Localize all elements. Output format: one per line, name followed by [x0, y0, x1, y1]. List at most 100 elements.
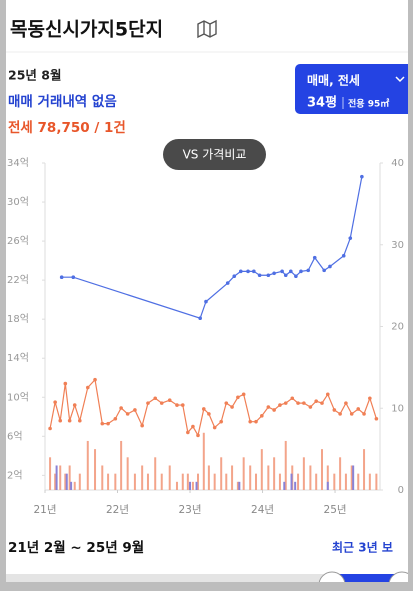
volume-bar — [49, 457, 52, 490]
app-view: 목동신시가지5단지 25년 8월 매매 거래내역 없음 전세 78,750 / … — [6, 19, 408, 582]
price-point — [236, 395, 240, 400]
price-point — [312, 255, 317, 260]
volume-bar — [141, 465, 144, 490]
price-point — [325, 392, 330, 397]
volume-bar — [207, 465, 210, 490]
price-point — [338, 412, 342, 416]
button-bg — [163, 139, 266, 170]
volume-bar — [315, 473, 318, 490]
volume-bar — [101, 465, 104, 490]
volume-bar — [120, 440, 123, 490]
y-tick-label: 10억 — [7, 391, 29, 403]
price-point — [294, 274, 298, 279]
volume-bar — [297, 473, 300, 490]
selector-area: 전용 95㎡ — [348, 98, 389, 110]
volume-bar — [70, 481, 73, 490]
volume-bar — [186, 473, 189, 490]
price-point — [320, 401, 324, 405]
volume-bar — [309, 465, 312, 490]
price-point — [272, 408, 276, 412]
volume-bar — [73, 481, 76, 490]
price-point — [374, 416, 379, 421]
compare-button[interactable]: VS 가격비교 — [163, 139, 266, 170]
x-tick-label: 22년 — [106, 504, 129, 516]
price-point — [159, 401, 164, 405]
price-point — [290, 396, 295, 401]
volume-bar — [352, 465, 355, 490]
price-point — [362, 412, 366, 416]
deal-selector[interactable]: 매매, 전세 34평 전용 95㎡ — [295, 64, 408, 114]
price-point — [212, 425, 217, 430]
price-point — [332, 408, 337, 412]
volume-bar — [267, 465, 270, 490]
volume-bar — [236, 481, 239, 490]
volume-bar — [278, 473, 281, 490]
page-title: 목동신시가지5단지 — [10, 19, 163, 41]
map-icon[interactable] — [197, 19, 217, 39]
button-label: VS 가격비교 — [183, 148, 247, 162]
price-point — [308, 405, 313, 409]
price-point — [58, 418, 63, 423]
price-point — [266, 405, 271, 409]
price-point — [296, 401, 300, 405]
price-point — [260, 414, 264, 418]
volume-bar — [273, 457, 276, 490]
period-range: 21년 2월 ~ 25년 9월 — [8, 539, 144, 556]
volume-bar — [59, 465, 62, 490]
summary-sale: 매매 거래내역 없음 — [8, 93, 117, 110]
price-point — [248, 419, 253, 424]
volume-bar — [54, 473, 57, 490]
y2-tick-label: 30 — [391, 240, 404, 251]
price-point — [322, 268, 326, 273]
price-point — [230, 405, 234, 409]
price-point — [119, 406, 123, 410]
volume-bar — [168, 465, 171, 490]
volume-bar — [65, 473, 68, 490]
volume-bar — [94, 449, 97, 490]
price-point — [201, 407, 206, 411]
y-tick-label: 26억 — [7, 235, 29, 247]
volume-bar — [350, 465, 353, 490]
volume-bar — [260, 449, 263, 490]
price-point — [59, 275, 64, 280]
price-point — [180, 403, 185, 407]
volume-bar — [339, 457, 342, 490]
price-point — [191, 424, 195, 429]
price-point — [246, 269, 250, 274]
y-tick-label: 18억 — [7, 313, 29, 325]
summary-jeonse: 전세 78,750 / 1건 — [8, 119, 126, 136]
map-icon-shape — [197, 19, 217, 39]
y2-tick-label: 20 — [391, 322, 404, 333]
selector-size: 34평 — [307, 95, 337, 111]
price-point — [175, 403, 179, 407]
price-point — [278, 403, 282, 407]
price-point — [219, 419, 224, 424]
price-point — [302, 401, 306, 405]
price-point — [344, 401, 348, 405]
price-point — [106, 421, 110, 426]
price-point — [133, 408, 137, 412]
price-point — [153, 396, 158, 401]
x-tick-label: 23년 — [179, 504, 202, 516]
price-point — [167, 398, 172, 402]
price-point — [196, 433, 200, 438]
volume-bar — [363, 449, 366, 490]
slider-knob[interactable] — [318, 571, 346, 582]
range-slider[interactable] — [6, 571, 408, 582]
price-point — [198, 316, 202, 321]
price-point — [100, 421, 105, 426]
volume-bar — [290, 473, 293, 490]
price-point — [283, 273, 288, 278]
price-point — [146, 401, 150, 405]
volume-bar — [220, 457, 223, 490]
price-point — [232, 274, 237, 279]
price-point — [306, 268, 311, 273]
slider-knob[interactable] — [388, 571, 408, 582]
period-preset[interactable]: 최근 3년 보 — [332, 540, 393, 555]
price-point — [272, 271, 276, 276]
summary-month: 25년 8월 — [8, 68, 61, 83]
volume-bar — [154, 457, 157, 490]
volume-bar — [333, 473, 336, 490]
volume-bar — [64, 473, 67, 490]
price-point — [289, 269, 293, 274]
